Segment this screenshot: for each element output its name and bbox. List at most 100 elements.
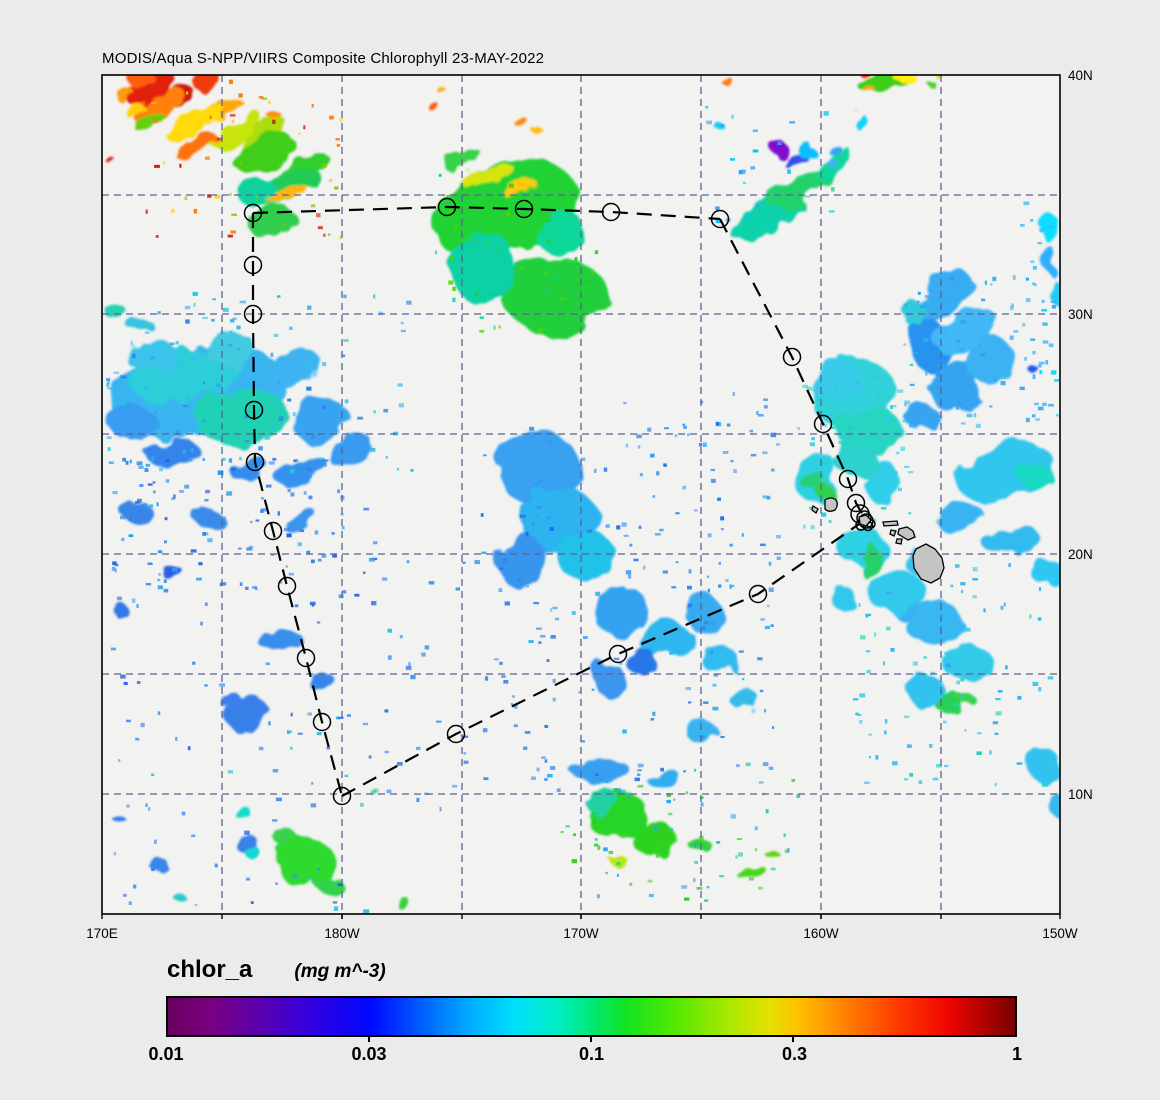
speckle [718,584,722,588]
speckle [670,828,673,831]
speckle [532,522,535,525]
speckle [396,467,400,471]
chlorophyll-patch [943,643,989,679]
speckle [984,280,987,285]
speckle [966,413,973,418]
chlorophyll-patch [127,75,173,107]
speckle [956,680,961,685]
speckle [546,239,552,243]
speckle [333,906,339,911]
speckle [876,436,883,440]
speckle [706,886,710,889]
speckle [976,751,982,755]
speckle [683,770,686,773]
speckle [190,406,196,411]
speckle [1000,605,1004,610]
speckle [499,661,503,665]
speckle [978,344,981,348]
speckle [895,471,898,475]
chlorophyll-patch [797,145,815,157]
speckle [936,764,942,768]
speckle [363,909,370,914]
speckle [230,230,236,234]
speckle [983,608,986,613]
speckle [552,606,558,610]
speckle [903,343,907,346]
speckle [288,572,294,576]
speckle [435,250,438,255]
chlorophyll-patch [234,135,294,171]
speckle [484,676,489,681]
speckle [246,547,253,551]
speckle [258,746,264,751]
speckle [551,303,554,307]
colorbar-tick-label: 0.3 [782,1044,808,1064]
speckle [581,740,585,743]
speckle [332,554,337,558]
speckle [865,613,872,617]
speckle [182,449,187,454]
speckle [687,585,692,590]
speckle [974,413,977,418]
speckle [277,381,281,385]
speckle [636,773,641,776]
speckle [716,841,721,844]
speckle [706,575,709,578]
chlorophyll-patch [640,622,692,660]
chlorophyll-patch [906,676,946,706]
chlorophyll-patch [534,130,546,136]
speckle [732,392,735,396]
speckle [226,491,233,496]
speckle [980,353,986,356]
lon-tick-label: 170E [86,926,118,941]
speckle [550,607,553,612]
chlorophyll-patch [232,803,248,817]
speckle [756,411,759,415]
speckle [163,588,169,593]
speckle [535,627,542,630]
speckle [625,570,632,575]
speckle [613,788,617,792]
speckle [157,311,161,315]
speckle [151,868,155,872]
speckle [729,584,735,588]
speckle [943,720,947,724]
track-waypoint [748,584,768,604]
speckle [112,561,117,565]
speckle [975,423,981,428]
speckle [675,512,680,515]
island [882,520,899,527]
speckle [883,730,887,735]
chlorophyll-patch [444,149,482,171]
speckle [113,852,117,856]
speckle [772,726,775,729]
chlorophyll-patch [1046,279,1060,301]
speckle [904,465,910,468]
chlorophyll-patch [732,690,760,712]
track-waypoint [813,414,833,434]
speckle [784,849,788,854]
speckle [541,756,546,759]
speckle [1022,323,1026,327]
speckle [956,402,963,405]
speckle [720,528,724,531]
speckle [216,137,223,141]
speckle [763,405,768,409]
speckle [513,704,518,709]
speckle [191,834,196,838]
speckle [886,626,891,631]
speckle [519,514,526,518]
speckle [1031,414,1036,418]
speckle [196,369,200,372]
chlorophyll-patch [764,849,778,857]
chlorophyll-patch [444,95,454,101]
speckle [828,520,832,523]
speckle [384,709,389,713]
speckle [243,365,247,369]
speckle [768,587,774,592]
speckle [768,766,774,770]
speckle [1038,361,1045,365]
speckle [1029,614,1032,619]
speckle [454,225,458,229]
speckle [868,380,872,384]
